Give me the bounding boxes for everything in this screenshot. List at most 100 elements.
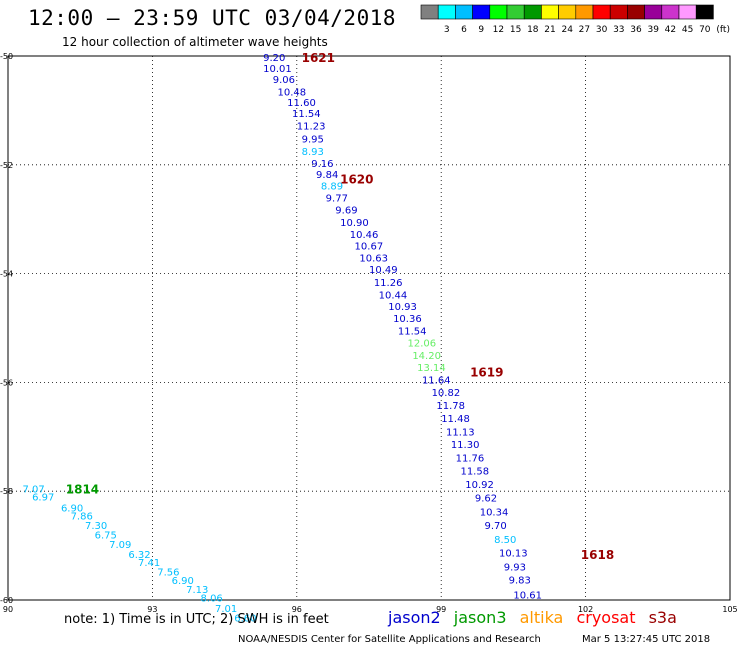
wave-height-value: 11.60	[287, 98, 316, 109]
wave-height-value: 10.49	[369, 265, 398, 276]
wave-height-value: 11.26	[374, 278, 403, 289]
wave-height-value: 10.36	[393, 314, 422, 325]
wave-height-value: 11.64	[422, 376, 451, 387]
color-scale-tick-label: 21	[544, 25, 555, 35]
color-scale-tick-label: 18	[527, 25, 539, 35]
wave-height-value: 11.23	[297, 122, 326, 133]
wave-height-value: 13.14	[417, 363, 446, 374]
color-scale-tick-label: 30	[596, 25, 608, 35]
color-scale-tick-label: 45	[682, 25, 693, 35]
color-scale-tick-label: 33	[613, 25, 624, 35]
generation-timestamp: Mar 5 13:27:45 UTC 2018	[582, 634, 711, 645]
color-scale-tick-label: 36	[630, 25, 642, 35]
wave-height-value: 7.86	[71, 512, 93, 523]
longitude-tick-label: 99	[436, 605, 446, 614]
wave-height-value: 11.76	[456, 453, 485, 464]
wave-height-value: 12.06	[408, 339, 437, 350]
latitude-tick-label: -58	[0, 487, 13, 496]
wave-height-value: 9.77	[326, 193, 348, 204]
color-scale-tick-label: 15	[510, 25, 521, 35]
color-scale-tick-label: 42	[665, 25, 676, 35]
wave-height-value: 6.32	[128, 550, 150, 561]
color-scale-tick-label: 39	[647, 25, 659, 35]
wave-height-value: 9.95	[302, 135, 324, 146]
credit-line: NOAA/NESDIS Center for Satellite Applica…	[238, 634, 541, 645]
track-jason2: 9.2010.019.0610.4811.6011.5411.239.958.9…	[263, 51, 614, 601]
wave-height-value: 9.20	[263, 53, 285, 64]
wave-height-value: 6.60	[234, 613, 256, 624]
wave-height-value: 10.13	[499, 549, 528, 560]
map-frame	[7, 55, 731, 601]
wave-height-value: 6.90	[172, 576, 194, 587]
wave-height-value: 11.58	[460, 467, 489, 478]
wave-height-value: 7.13	[186, 585, 208, 596]
wave-height-value: 6.97	[32, 493, 54, 504]
wave-height-value: 9.69	[335, 205, 357, 216]
wave-height-value: 7.01	[215, 604, 237, 615]
wave-height-value: 9.93	[504, 562, 526, 573]
wave-height-value: 9.06	[273, 75, 295, 86]
pass-number-label: 1620	[340, 172, 373, 186]
longitude-tick-label: 96	[292, 605, 302, 614]
legend-jason3: jason3	[453, 608, 507, 627]
page-subtitle: 12 hour collection of altimeter wave hei…	[62, 35, 328, 49]
wave-height-value: 10.48	[278, 87, 307, 98]
legend-cryosat: cryosat	[576, 608, 636, 627]
pass-number-label: 1621	[302, 51, 335, 65]
wave-height-value: 6.90	[61, 504, 83, 515]
wave-height-value: 10.01	[263, 64, 292, 75]
latitude-tick-label: -56	[0, 378, 13, 387]
wave-height-value: 9.16	[311, 159, 333, 170]
wave-height-value: 11.30	[451, 440, 480, 451]
wave-height-value: 11.78	[436, 401, 465, 412]
wave-height-value: 10.44	[379, 290, 408, 301]
longitude-tick-label: 102	[578, 605, 593, 614]
latitude-tick-label: -52	[0, 161, 13, 170]
color-scale-tick-label: 27	[579, 25, 590, 35]
pass-number-label: 1814	[66, 482, 99, 496]
wave-height-value: 10.63	[359, 253, 388, 264]
wave-height-value: 10.34	[480, 507, 509, 518]
wave-height-value: 9.84	[316, 170, 338, 181]
satellite-legend: jason2 jason3 altika cryosat s3a	[388, 608, 685, 627]
color-scale-unit: (ft)	[716, 25, 730, 35]
color-scale-tick-label: 70	[699, 25, 711, 35]
latitude-tick-label: -60	[0, 596, 13, 605]
wave-height-value: 6.75	[95, 531, 117, 542]
legend-s3a: s3a	[648, 608, 677, 627]
wave-height-value: 14.20	[412, 351, 441, 362]
wave-height-value: 7.30	[85, 521, 107, 532]
longitude-tick-label: 105	[722, 605, 737, 614]
wave-height-value: 7.07	[22, 484, 44, 495]
wave-height-value: 10.67	[355, 241, 384, 252]
color-swatch	[695, 4, 714, 20]
color-scale-tick-label: 3	[444, 25, 450, 35]
wave-height-value: 9.83	[509, 575, 531, 586]
wave-height-value: 7.56	[157, 568, 179, 579]
wave-height-value: 8.93	[302, 147, 324, 158]
wave-height-value: 9.70	[485, 521, 507, 532]
wave-height-value: 11.54	[398, 327, 427, 338]
wave-height-value: 7.09	[109, 540, 131, 551]
color-scale-tick-label: 6	[461, 25, 467, 35]
wave-height-value: 10.90	[340, 218, 369, 229]
wave-height-value: 8.06	[201, 593, 223, 604]
wave-height-value: 8.50	[494, 535, 516, 546]
color-scale-tick-label: 24	[561, 25, 573, 35]
wave-height-value: 10.93	[388, 302, 417, 313]
color-scale-tick-label: 12	[493, 25, 504, 35]
pass-number-label: 1619	[470, 366, 503, 380]
page-title: 12:00 – 23:59 UTC 03/04/2018	[28, 6, 397, 30]
wave-height-value: 9.62	[475, 494, 497, 505]
legend-jason2: jason2	[388, 608, 441, 627]
legend-altika: altika	[519, 608, 564, 627]
track-jason3: 7.076.976.907.867.306.757.096.327.417.56…	[22, 482, 256, 624]
wave-height-value: 7.41	[138, 558, 160, 569]
footer-note: note: 1) Time is in UTC; 2) SWH is in fe…	[64, 612, 329, 627]
wave-height-value: 10.82	[432, 388, 461, 399]
wave-height-value: 11.54	[292, 109, 321, 120]
wave-height-value: 11.48	[441, 414, 470, 425]
wave-height-value: 8.89	[321, 181, 343, 192]
longitude-tick-label: 93	[147, 605, 157, 614]
